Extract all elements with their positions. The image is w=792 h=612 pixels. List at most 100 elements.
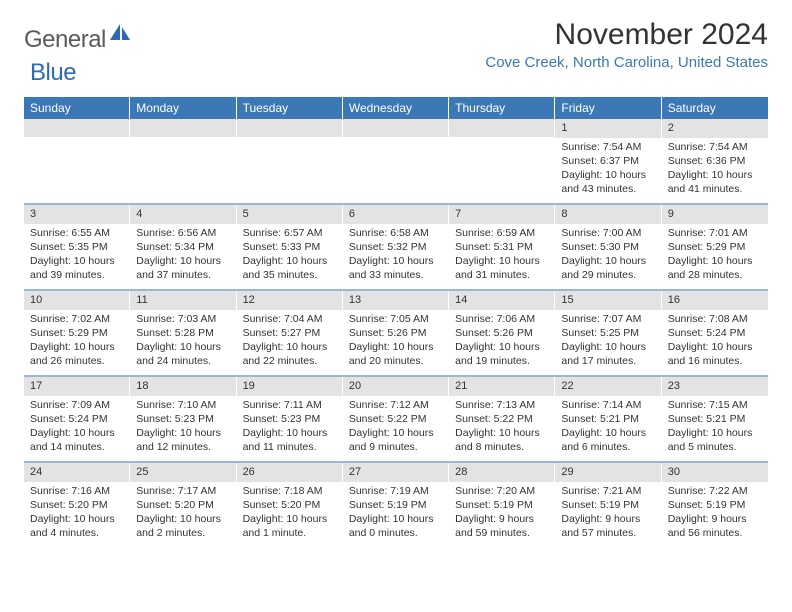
sunset-text: Sunset: 5:19 PM [349,498,442,512]
day-num: 8 [555,205,660,224]
day-num-empty [24,119,129,137]
sunset-text: Sunset: 5:21 PM [668,412,762,426]
daylight-text: Daylight: 10 hours and 16 minutes. [668,340,762,368]
sunset-text: Sunset: 5:23 PM [136,412,229,426]
day-num: 11 [130,291,235,310]
day-num: 25 [130,463,235,482]
sunset-text: Sunset: 6:36 PM [668,154,762,168]
day-num: 9 [662,205,768,224]
daylight-text: Daylight: 10 hours and 8 minutes. [455,426,548,454]
day-num: 2 [662,119,768,138]
day-cell: 17Sunrise: 7:09 AMSunset: 5:24 PMDayligh… [24,377,130,461]
day-cell: 5 Sunrise: 6:57 AMSunset: 5:33 PMDaylight… [237,205,343,289]
day-num: 18 [130,377,235,396]
sunset-text: Sunset: 5:34 PM [136,240,229,254]
day-body: Sunrise: 7:17 AMSunset: 5:20 PMDaylight:… [130,482,235,545]
sunrise-text: Sunrise: 7:02 AM [30,312,123,326]
daylight-text: Daylight: 9 hours and 57 minutes. [561,512,654,540]
brand-part2: Blue [30,59,76,87]
day-num: 17 [24,377,129,396]
day-num: 29 [555,463,660,482]
sunset-text: Sunset: 5:23 PM [243,412,336,426]
day-cell [130,119,236,203]
sunrise-text: Sunrise: 7:00 AM [561,226,654,240]
day-body: Sunrise: 7:12 AMSunset: 5:22 PMDaylight:… [343,396,448,459]
sunrise-text: Sunrise: 6:59 AM [455,226,548,240]
daylight-text: Daylight: 10 hours and 35 minutes. [243,254,336,282]
sunset-text: Sunset: 6:37 PM [561,154,654,168]
day-num: 27 [343,463,448,482]
day-cell: 21Sunrise: 7:13 AMSunset: 5:22 PMDayligh… [449,377,555,461]
day-num: 20 [343,377,448,396]
day-cell [449,119,555,203]
daylight-text: Daylight: 10 hours and 6 minutes. [561,426,654,454]
daylight-text: Daylight: 10 hours and 14 minutes. [30,426,123,454]
day-body: Sunrise: 7:14 AMSunset: 5:21 PMDaylight:… [555,396,660,459]
day-body: Sunrise: 7:20 AMSunset: 5:19 PMDaylight:… [449,482,554,545]
day-cell: 9Sunrise: 7:01 AMSunset: 5:29 PMDaylight… [662,205,768,289]
day-num: 12 [237,291,342,310]
dow-wednesday: Wednesday [343,97,449,119]
sunrise-text: Sunrise: 7:05 AM [349,312,442,326]
sunrise-text: Sunrise: 7:01 AM [668,226,762,240]
daylight-text: Daylight: 10 hours and 19 minutes. [455,340,548,368]
day-cell: 30Sunrise: 7:22 AMSunset: 5:19 PMDayligh… [662,463,768,547]
sunrise-text: Sunrise: 6:57 AM [243,226,336,240]
day-num: 6 [343,205,448,224]
day-cell: 14Sunrise: 7:06 AMSunset: 5:26 PMDayligh… [449,291,555,375]
sunrise-text: Sunrise: 6:58 AM [349,226,442,240]
day-body: Sunrise: 7:10 AMSunset: 5:23 PMDaylight:… [130,396,235,459]
daylight-text: Daylight: 10 hours and 22 minutes. [243,340,336,368]
dow-monday: Monday [130,97,236,119]
day-num: 5 [237,205,342,224]
day-num: 3 [24,205,129,224]
day-body: Sunrise: 6:55 AMSunset: 5:35 PMDaylight:… [24,224,129,287]
day-num: 21 [449,377,554,396]
day-cell: 16Sunrise: 7:08 AMSunset: 5:24 PMDayligh… [662,291,768,375]
day-body: Sunrise: 7:04 AMSunset: 5:27 PMDaylight:… [237,310,342,373]
day-body: Sunrise: 6:58 AMSunset: 5:32 PMDaylight:… [343,224,448,287]
day-cell: 4Sunrise: 6:56 AMSunset: 5:34 PMDaylight… [130,205,236,289]
week-row: 24Sunrise: 7:16 AMSunset: 5:20 PMDayligh… [24,463,768,547]
day-num: 14 [449,291,554,310]
dow-friday: Friday [555,97,661,119]
day-cell: 29Sunrise: 7:21 AMSunset: 5:19 PMDayligh… [555,463,661,547]
day-body: Sunrise: 7:22 AMSunset: 5:19 PMDaylight:… [662,482,768,545]
week-row: 3Sunrise: 6:55 AMSunset: 5:35 PMDaylight… [24,205,768,289]
day-body: Sunrise: 7:07 AMSunset: 5:25 PMDaylight:… [555,310,660,373]
day-num: 28 [449,463,554,482]
sunrise-text: Sunrise: 7:09 AM [30,398,123,412]
daylight-text: Daylight: 10 hours and 17 minutes. [561,340,654,368]
sunset-text: Sunset: 5:30 PM [561,240,654,254]
sunrise-text: Sunrise: 6:56 AM [136,226,229,240]
day-num-empty [449,119,554,137]
day-cell: 12Sunrise: 7:04 AMSunset: 5:27 PMDayligh… [237,291,343,375]
daylight-text: Daylight: 10 hours and 2 minutes. [136,512,229,540]
sunset-text: Sunset: 5:35 PM [30,240,123,254]
daylight-text: Daylight: 9 hours and 59 minutes. [455,512,548,540]
week-row: 17Sunrise: 7:09 AMSunset: 5:24 PMDayligh… [24,377,768,461]
sunrise-text: Sunrise: 7:22 AM [668,484,762,498]
sunrise-text: Sunrise: 7:17 AM [136,484,229,498]
day-cell: 8Sunrise: 7:00 AMSunset: 5:30 PMDaylight… [555,205,661,289]
sunrise-text: Sunrise: 7:07 AM [561,312,654,326]
week-row: 1Sunrise: 7:54 AMSunset: 6:37 PMDaylight… [24,119,768,203]
weeks-container: 1Sunrise: 7:54 AMSunset: 6:37 PMDaylight… [24,119,768,547]
sunset-text: Sunset: 5:22 PM [455,412,548,426]
day-cell: 18Sunrise: 7:10 AMSunset: 5:23 PMDayligh… [130,377,236,461]
day-cell: 1Sunrise: 7:54 AMSunset: 6:37 PMDaylight… [555,119,661,203]
sunrise-text: Sunrise: 6:55 AM [30,226,123,240]
sunset-text: Sunset: 5:33 PM [243,240,336,254]
day-cell: 24Sunrise: 7:16 AMSunset: 5:20 PMDayligh… [24,463,130,547]
day-num: 7 [449,205,554,224]
sunrise-text: Sunrise: 7:10 AM [136,398,229,412]
sunrise-text: Sunrise: 7:03 AM [136,312,229,326]
calendar-grid: Sunday Monday Tuesday Wednesday Thursday… [24,97,768,547]
sunset-text: Sunset: 5:19 PM [561,498,654,512]
day-num: 30 [662,463,768,482]
sunrise-text: Sunrise: 7:11 AM [243,398,336,412]
day-num: 16 [662,291,768,310]
day-body: Sunrise: 7:19 AMSunset: 5:19 PMDaylight:… [343,482,448,545]
sunset-text: Sunset: 5:29 PM [668,240,762,254]
day-cell [24,119,130,203]
